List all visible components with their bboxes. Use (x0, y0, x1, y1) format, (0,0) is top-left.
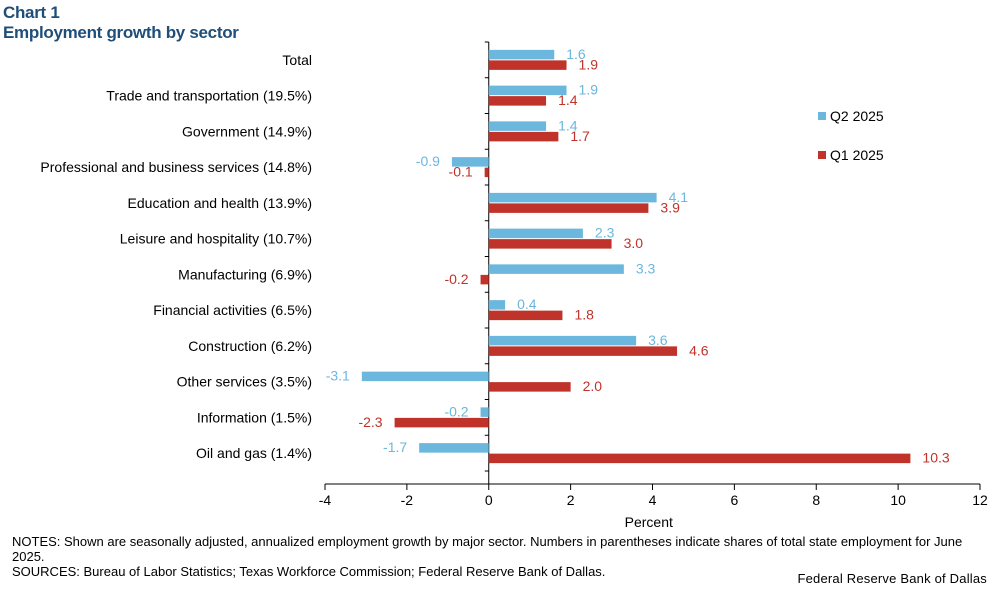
bar-q1-trade-and-transportation (488, 96, 547, 106)
category-label-manufacturing: Manufacturing (6.9%) (178, 266, 312, 282)
category-label-leisure-and-hospitality: Leisure and hospitality (10.7%) (120, 231, 312, 247)
data-label-q1-manufacturing: -0.2 (444, 271, 468, 287)
sources-text: SOURCES: Bureau of Labor Statistics; Tex… (12, 564, 606, 579)
bar-q1-information (394, 417, 489, 428)
data-label-q2-trade-and-transportation: 1.9 (579, 82, 599, 98)
notes-block: NOTES: Shown are seasonally adjusted, an… (12, 534, 982, 579)
data-label-q1-construction: 4.6 (689, 342, 709, 358)
category-label-government: Government (14.9%) (182, 123, 312, 139)
data-label-q1-government: 1.7 (570, 128, 590, 144)
data-label-q1-total: 1.9 (579, 56, 599, 72)
data-label-q1-other-services: 2.0 (583, 378, 603, 394)
category-label-information: Information (1.5%) (197, 409, 312, 425)
category-label-trade-and-transportation: Trade and transportation (19.5%) (106, 88, 312, 104)
x-tick-label: 12 (972, 492, 988, 508)
category-label-construction: Construction (6.2%) (188, 338, 312, 354)
data-label-q1-professional-and-business-services: -0.1 (449, 164, 473, 180)
bar-q1-manufacturing (480, 274, 489, 285)
data-label-q2-oil-and-gas: -1.7 (383, 439, 407, 455)
x-tick-label: 2 (567, 492, 575, 508)
legend-swatch-q1 (818, 151, 826, 159)
bar-q2-information (480, 407, 489, 417)
bar-q1-construction (488, 346, 678, 356)
category-label-financial-activities: Financial activities (6.5%) (153, 302, 312, 318)
category-label-education-and-health: Education and health (13.9%) (128, 195, 312, 211)
credit-text: Federal Reserve Bank of Dallas (797, 571, 987, 586)
legend-swatch-q2 (818, 112, 826, 120)
legend-label-q2: Q2 2025 (830, 108, 884, 124)
category-label-other-services: Other services (3.5%) (177, 374, 312, 390)
data-label-q2-professional-and-business-services: -0.9 (416, 153, 440, 169)
notes-text: NOTES: Shown are seasonally adjusted, an… (12, 534, 963, 564)
data-label-q2-construction: 3.6 (648, 332, 668, 348)
x-tick-label: 10 (890, 492, 906, 508)
data-label-q2-other-services: -3.1 (326, 368, 350, 384)
bar-q1-oil-and-gas (488, 453, 911, 464)
legend-item-q1: Q1 2025 (818, 147, 884, 163)
bar-q2-professional-and-business-services (451, 157, 489, 167)
bar-q2-trade-and-transportation (488, 85, 567, 96)
bar-q1-other-services (488, 382, 571, 392)
x-tick-label: 4 (649, 492, 657, 508)
bar-q2-other-services (361, 371, 489, 382)
data-label-q2-information: -0.2 (444, 403, 468, 419)
bars-layer (361, 49, 911, 464)
bar-q1-financial-activities (488, 310, 563, 321)
bar-q2-construction (488, 335, 637, 346)
x-tick-label: 6 (730, 492, 738, 508)
data-label-q1-trade-and-transportation: 1.4 (558, 92, 578, 108)
chart-header: Chart 1 Employment growth by sector (3, 3, 239, 43)
bar-q1-education-and-health (488, 203, 649, 213)
bar-q2-oil-and-gas (419, 443, 489, 453)
bar-q1-professional-and-business-services (484, 167, 489, 178)
bar-q1-government (488, 131, 559, 142)
x-tick-label: 8 (812, 492, 820, 508)
bar-q2-leisure-and-hospitality (488, 228, 583, 239)
category-label-professional-and-business-services: Professional and business services (14.8… (40, 159, 312, 175)
data-label-q1-financial-activities: 1.8 (574, 307, 594, 323)
x-axis-title: Percent (625, 514, 673, 530)
bar-q2-total (488, 49, 555, 60)
bar-q1-leisure-and-hospitality (488, 239, 612, 249)
data-label-q1-oil-and-gas: 10.3 (922, 450, 949, 466)
x-tick-label: 0 (485, 492, 493, 508)
bar-q1-total (488, 60, 567, 70)
data-label-q1-information: -2.3 (358, 414, 382, 430)
data-label-q1-leisure-and-hospitality: 3.0 (624, 235, 644, 251)
bar-q2-financial-activities (488, 300, 506, 310)
chart-label: Chart 1 (3, 3, 60, 22)
legend-item-q2: Q2 2025 (818, 108, 884, 124)
chart-title: Employment growth by sector (3, 23, 239, 42)
category-label-total: Total (282, 52, 312, 68)
data-label-q2-financial-activities: 0.4 (517, 296, 537, 312)
category-label-oil-and-gas: Oil and gas (1.4%) (196, 445, 312, 461)
data-label-q1-education-and-health: 3.9 (660, 199, 680, 215)
data-label-q2-leisure-and-hospitality: 2.3 (595, 225, 615, 241)
data-label-q2-manufacturing: 3.3 (636, 260, 656, 276)
bar-q2-manufacturing (488, 264, 624, 274)
bar-q2-education-and-health (488, 192, 657, 203)
x-tick-label: -4 (319, 492, 332, 508)
data-label-q2-education-and-health: 4.1 (669, 189, 689, 205)
x-tick-label: -2 (401, 492, 414, 508)
data-label-q2-government: 1.4 (558, 117, 578, 133)
bar-q2-government (488, 121, 547, 131)
data-label-q2-total: 1.6 (566, 46, 586, 62)
legend-label-q1: Q1 2025 (830, 147, 884, 163)
